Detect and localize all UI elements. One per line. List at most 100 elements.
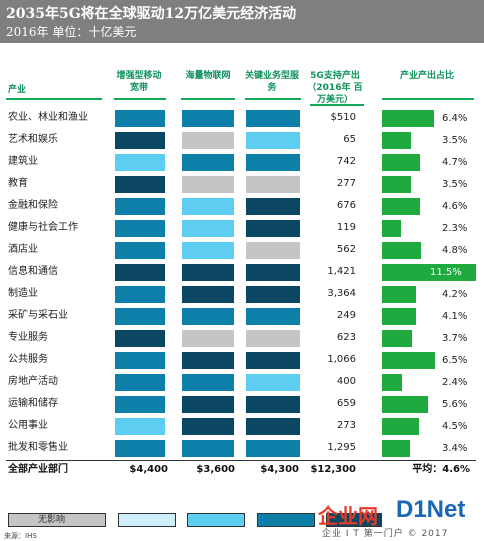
totals-average: 平均：4.6%	[412, 464, 470, 475]
row-label: 制造业	[8, 288, 38, 299]
output-value: 1,421	[327, 266, 356, 277]
row-label: 房地产活动	[8, 376, 58, 387]
totals-crit: $4,300	[260, 464, 299, 475]
share-label: 6.4%	[442, 113, 468, 124]
share-label: 5.6%	[442, 399, 468, 410]
output-value: 1,066	[327, 354, 356, 365]
totals-mbb: $4,400	[129, 464, 168, 475]
share-bar	[382, 352, 435, 369]
share-label: 4.5%	[442, 421, 468, 432]
totals-iot: $3,600	[196, 464, 235, 475]
col-header-mbb-underline	[114, 98, 166, 100]
col-header-share-underline	[382, 98, 474, 100]
row-label: 批发和零售业	[8, 442, 68, 453]
impact-cell-iot	[182, 440, 234, 457]
row-label: 信息和通信	[8, 266, 58, 277]
impact-cell-mbb	[115, 110, 165, 127]
watermark-text: 企业网	[318, 504, 378, 528]
impact-cell-iot	[182, 374, 234, 391]
impact-cell-crit	[246, 198, 300, 215]
watermark-logo: D1Net	[396, 496, 466, 523]
row-label: 公用事业	[8, 420, 48, 431]
impact-cell-iot	[182, 110, 234, 127]
impact-cell-crit	[246, 374, 300, 391]
row-label: 酒店业	[8, 244, 38, 255]
row-label: 艺术和娱乐	[8, 134, 58, 145]
output-value: 1,295	[327, 442, 356, 453]
row-label: 运输和储存	[8, 398, 58, 409]
share-bar	[382, 242, 421, 259]
impact-cell-mbb	[115, 264, 165, 281]
legend-swatch-dark	[326, 513, 382, 527]
impact-cell-iot	[182, 330, 234, 347]
impact-cell-crit	[246, 220, 300, 237]
legend-swatch-pale	[118, 513, 176, 527]
share-label: 2.3%	[442, 223, 468, 234]
impact-cell-iot	[182, 242, 234, 259]
share-label: 4.6%	[442, 201, 468, 212]
impact-cell-mbb	[115, 132, 165, 149]
output-value: 676	[336, 200, 356, 211]
output-value: 562	[336, 244, 356, 255]
share-bar	[382, 374, 402, 391]
impact-cell-iot	[182, 308, 234, 325]
output-value: 659	[336, 398, 356, 409]
impact-cell-iot	[182, 286, 234, 303]
impact-cell-crit	[246, 264, 300, 281]
share-bar	[382, 220, 401, 237]
share-bar	[382, 110, 434, 127]
row-label: 公共服务	[8, 354, 48, 365]
output-value: $510	[330, 112, 356, 123]
share-bar	[382, 440, 410, 457]
share-bar	[382, 198, 420, 215]
impact-cell-crit	[246, 418, 300, 435]
share-bar	[382, 132, 411, 149]
share-label: 4.2%	[442, 289, 468, 300]
impact-cell-mbb	[115, 396, 165, 413]
share-label: 11.5%	[430, 267, 462, 278]
impact-cell-crit	[246, 440, 300, 457]
share-bar	[382, 176, 411, 193]
watermark-caption: 企业 I T 第一门户 © 2017	[322, 529, 449, 539]
impact-cell-mbb	[115, 198, 165, 215]
title-banner: 2035年5G将在全球驱动12万亿美元经济活动 2016年 单位：十亿美元	[0, 0, 484, 43]
impact-cell-mbb	[115, 242, 165, 259]
share-bar	[382, 396, 428, 413]
impact-cell-mbb	[115, 418, 165, 435]
impact-cell-iot	[182, 220, 234, 237]
col-header-iot-underline	[181, 98, 235, 100]
impact-cell-crit	[246, 110, 300, 127]
col-header-crit-underline	[245, 98, 301, 100]
impact-cell-mbb	[115, 308, 165, 325]
impact-cell-mbb	[115, 330, 165, 347]
output-value: 623	[336, 332, 356, 343]
col-header-share: 产业产出占比	[399, 71, 454, 81]
share-bar	[382, 418, 419, 435]
legend-swatch-mid	[257, 513, 315, 527]
impact-cell-iot	[182, 264, 234, 281]
impact-cell-iot	[182, 418, 234, 435]
impact-cell-mbb	[115, 440, 165, 457]
impact-cell-crit	[246, 396, 300, 413]
share-label: 3.4%	[442, 443, 468, 454]
row-label: 采矿与采石业	[8, 310, 68, 321]
col-header-mobile-broadband: 增强型移动宽带	[116, 71, 162, 93]
share-bar	[382, 286, 416, 303]
share-label: 3.5%	[442, 179, 468, 190]
share-label: 6.5%	[442, 355, 468, 366]
row-label: 健康与社会工作	[8, 222, 78, 233]
output-value: 65	[343, 134, 356, 145]
impact-cell-crit	[246, 242, 300, 259]
share-bar	[382, 154, 420, 171]
output-value: 742	[336, 156, 356, 167]
share-label: 4.8%	[442, 245, 468, 256]
impact-cell-mbb	[115, 154, 165, 171]
impact-cell-crit	[246, 154, 300, 171]
share-bar	[382, 264, 476, 281]
col-header-output: 5G支持产出（2016年 百万美元）	[307, 71, 363, 105]
share-label: 2.4%	[442, 377, 468, 388]
share-label: 3.7%	[442, 333, 468, 344]
impact-cell-iot	[182, 176, 234, 193]
output-value: 400	[336, 376, 356, 387]
share-label: 4.1%	[442, 311, 468, 322]
